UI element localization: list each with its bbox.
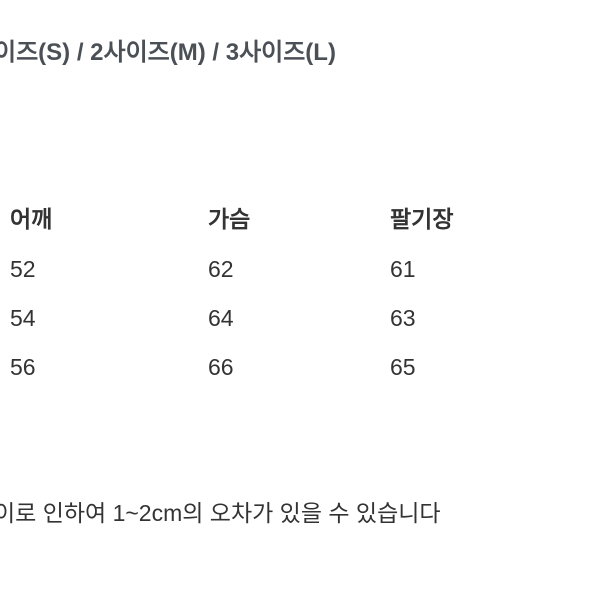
- table-cell: 54: [0, 305, 200, 332]
- table-row: 54 64 63: [0, 305, 590, 332]
- table-cell: 63: [390, 305, 570, 332]
- table-cell: 52: [0, 256, 200, 283]
- column-header: 어깨: [0, 200, 200, 234]
- disclaimer-text: 이로 인하여 1~2cm의 오차가 있을 수 있습니다: [0, 494, 441, 528]
- table-header-row: 어깨 가슴 팔기장: [0, 200, 590, 234]
- table-cell: 65: [390, 354, 570, 381]
- table-row: 52 62 61: [0, 256, 590, 283]
- table-cell: 64: [200, 305, 390, 332]
- table-row: 56 66 65: [0, 354, 590, 381]
- size-table: 어깨 가슴 팔기장 52 62 61 54 64 63 56 66 65: [0, 200, 590, 403]
- column-header: 팔기장: [390, 200, 570, 234]
- table-cell: 61: [390, 256, 570, 283]
- column-header: 가슴: [200, 200, 390, 234]
- size-options-text: 이즈(S) / 2사이즈(M) / 3사이즈(L): [0, 32, 336, 67]
- table-cell: 56: [0, 354, 200, 381]
- table-cell: 66: [200, 354, 390, 381]
- table-cell: 62: [200, 256, 390, 283]
